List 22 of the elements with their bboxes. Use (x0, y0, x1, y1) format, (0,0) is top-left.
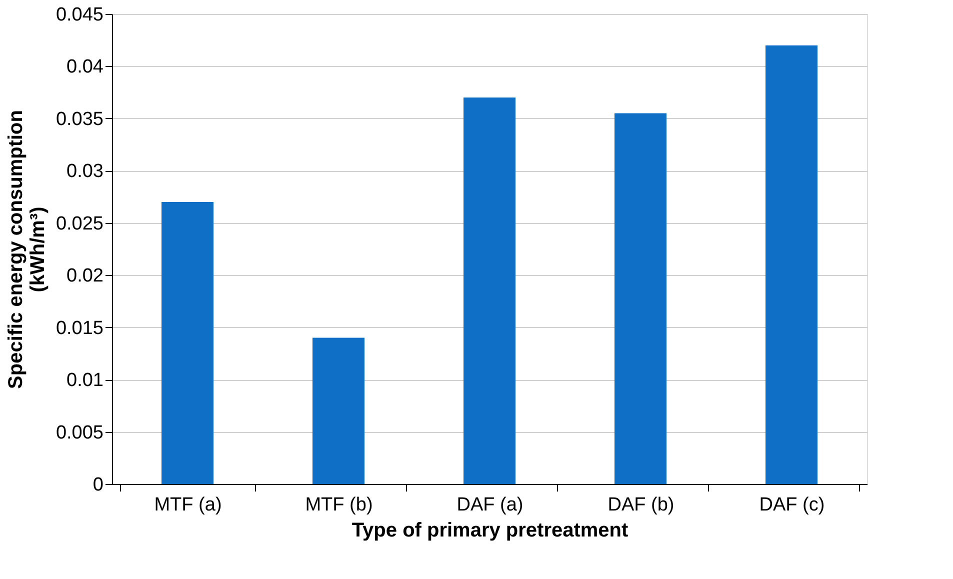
y-tick-label: 0.03 (66, 161, 104, 182)
bar (614, 113, 666, 484)
x-tick-label: DAF (b) (608, 494, 674, 516)
bar (162, 202, 214, 484)
y-tick-label: 0.035 (56, 108, 104, 130)
x-tick-label: MTF (a) (154, 494, 222, 516)
bar (766, 45, 818, 484)
y-tick-label: 0.045 (56, 4, 104, 26)
y-tick-label: 0.04 (66, 56, 104, 78)
x-tick-label: DAF (c) (759, 494, 825, 516)
y-tick-label: 0.005 (56, 422, 104, 444)
x-tick-label: MTF (b) (305, 494, 373, 516)
y-tick-label: 0.015 (56, 318, 104, 339)
bar (312, 338, 364, 484)
bar (464, 98, 516, 484)
x-axis-title: Type of primary pretreatment (352, 520, 629, 542)
y-tick-label: 0.025 (56, 213, 104, 234)
y-tick-label: 0.01 (66, 370, 104, 392)
y-tick-label: 0 (92, 474, 104, 496)
y-axis-title: Specific energy consumption (kWh/m³) (4, 110, 49, 389)
y-tick-label: 0.02 (66, 266, 104, 287)
x-tick-label: DAF (a) (456, 494, 524, 516)
